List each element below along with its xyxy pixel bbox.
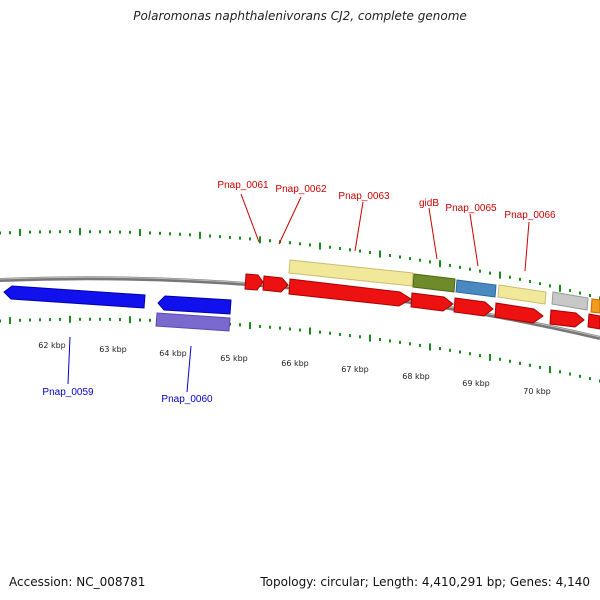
label-pnap-0061[interactable]: Pnap_0061 bbox=[217, 180, 269, 191]
gene-pale-2[interactable] bbox=[497, 284, 547, 305]
label-pnap-0065[interactable]: Pnap_0065 bbox=[445, 203, 497, 214]
gene-reverse-purple[interactable] bbox=[155, 312, 231, 332]
map-title: Polaromonas naphthalenivorans CJ2, compl… bbox=[133, 9, 467, 23]
gene-steel[interactable] bbox=[455, 279, 497, 298]
label-pnap-0062[interactable]: Pnap_0062 bbox=[275, 184, 327, 195]
scale-label-67kbp: 67 kbp bbox=[341, 365, 369, 374]
reverse-leader-lines bbox=[67, 336, 192, 393]
gene-red-5[interactable] bbox=[453, 297, 494, 317]
label-pnap-0059[interactable]: Pnap_0059 bbox=[42, 387, 94, 398]
genome-stats-text: Topology: circular; Length: 4,410,291 bp… bbox=[260, 575, 590, 589]
gene-pnap-0061[interactable] bbox=[244, 273, 264, 291]
scale-label-68kbp: 68 kbp bbox=[402, 372, 430, 381]
scale-label-64kbp: 64 kbp bbox=[159, 349, 187, 358]
forward-leader-lines bbox=[240, 193, 530, 272]
scale-label-65kbp: 65 kbp bbox=[220, 354, 248, 363]
label-gidB[interactable]: gidB bbox=[419, 198, 439, 209]
gene-orange[interactable] bbox=[590, 298, 600, 314]
gene-gidB[interactable] bbox=[412, 273, 456, 293]
gene-red-6[interactable] bbox=[494, 302, 544, 324]
scale-label-69kbp: 69 kbp bbox=[462, 379, 490, 388]
gene-pnap-0059[interactable] bbox=[3, 285, 146, 309]
scale-label-70kbp: 70 kbp bbox=[523, 387, 551, 396]
gene-red-7[interactable] bbox=[549, 309, 585, 328]
scale-label-62kbp: 62 kbp bbox=[38, 341, 66, 350]
gene-red-8[interactable] bbox=[587, 313, 600, 330]
gene-pnap-0060[interactable] bbox=[157, 295, 232, 315]
gene-pale-1[interactable] bbox=[288, 259, 414, 287]
scale-label-63kbp: 63 kbp bbox=[99, 345, 127, 354]
scale-label-66kbp: 66 kbp bbox=[281, 359, 309, 368]
gene-pnap-0063[interactable] bbox=[288, 278, 412, 307]
gene-red-4[interactable] bbox=[410, 292, 454, 312]
label-pnap-0066[interactable]: Pnap_0066 bbox=[504, 210, 556, 221]
label-pnap-0063[interactable]: Pnap_0063 bbox=[338, 191, 390, 202]
gene-pnap-0062[interactable] bbox=[262, 275, 289, 293]
inner-tick-ring bbox=[0, 315, 600, 383]
gene-gray[interactable] bbox=[551, 291, 589, 311]
accession-text: Accession: NC_008781 bbox=[9, 575, 146, 589]
outer-tick-ring bbox=[0, 228, 600, 300]
label-pnap-0060[interactable]: Pnap_0060 bbox=[161, 394, 213, 405]
